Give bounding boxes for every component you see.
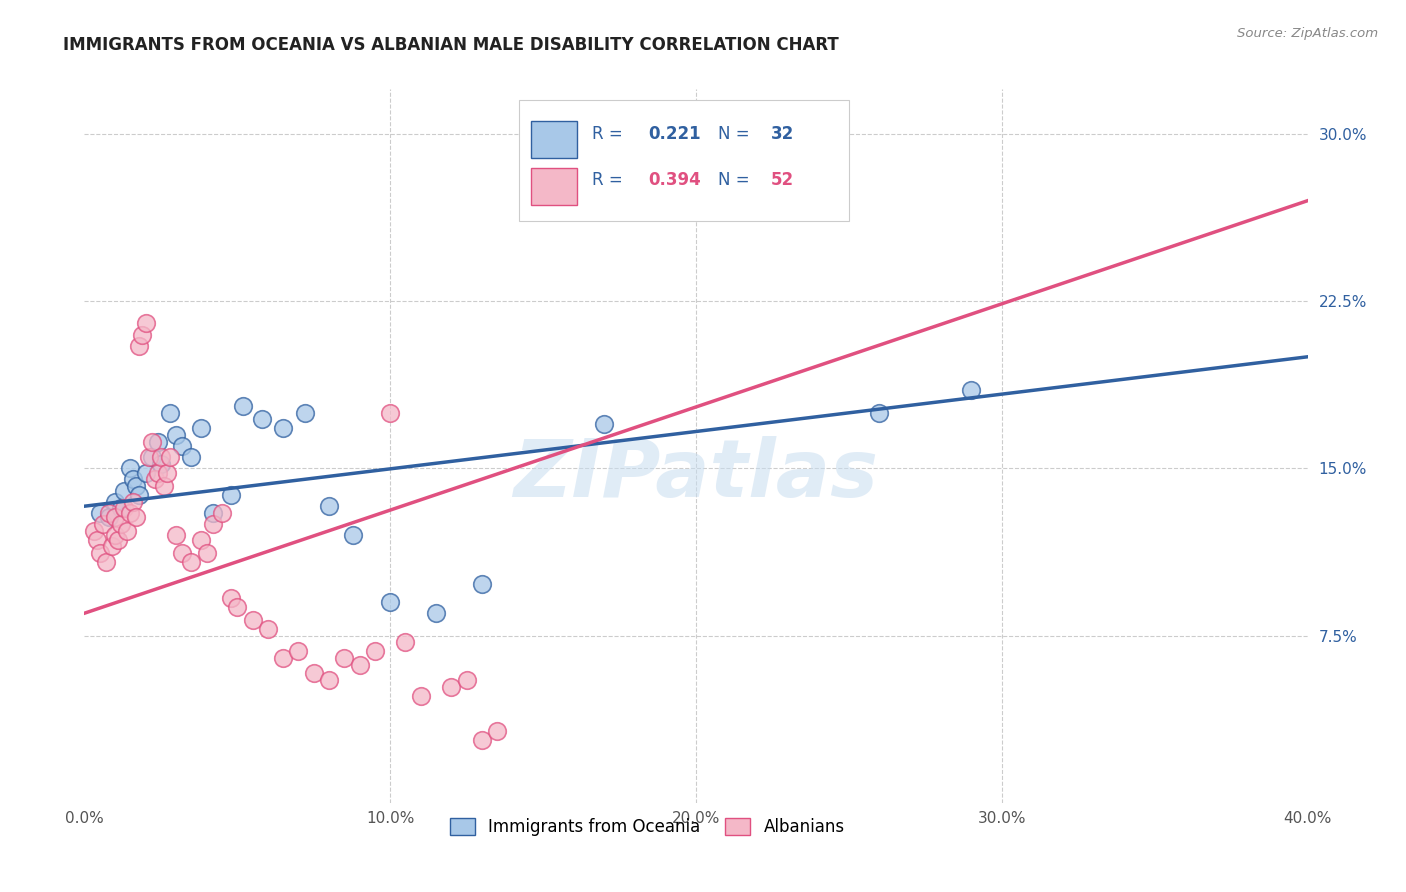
Point	[146, 434, 169, 449]
Point	[440, 680, 463, 694]
Point	[201, 516, 224, 531]
Point	[250, 412, 273, 426]
Point	[219, 591, 242, 605]
Text: 32: 32	[770, 125, 794, 143]
Text: N =: N =	[718, 125, 755, 143]
Point	[486, 724, 509, 739]
Point	[302, 666, 325, 681]
Point	[211, 506, 233, 520]
Point	[960, 384, 983, 398]
Point	[91, 516, 114, 531]
Text: ZIPatlas: ZIPatlas	[513, 435, 879, 514]
Point	[112, 483, 135, 498]
FancyBboxPatch shape	[531, 168, 578, 205]
Point	[165, 427, 187, 442]
Point	[156, 466, 179, 480]
Point	[180, 450, 202, 464]
Point	[101, 539, 124, 553]
Point	[271, 421, 294, 435]
FancyBboxPatch shape	[519, 100, 849, 221]
Point	[593, 417, 616, 431]
Point	[342, 528, 364, 542]
Point	[115, 524, 138, 538]
Point	[364, 644, 387, 658]
Point	[104, 510, 127, 524]
Point	[190, 533, 212, 547]
Point	[195, 546, 218, 560]
Point	[180, 555, 202, 569]
Point	[86, 533, 108, 547]
Point	[394, 635, 416, 649]
Point	[318, 499, 340, 513]
Point	[83, 524, 105, 538]
Point	[380, 595, 402, 609]
Point	[318, 673, 340, 687]
Point	[242, 613, 264, 627]
Point	[89, 506, 111, 520]
Point	[112, 501, 135, 516]
Point	[425, 607, 447, 621]
Text: 0.394: 0.394	[648, 171, 702, 189]
Point	[138, 450, 160, 464]
Point	[409, 689, 432, 703]
Point	[271, 651, 294, 665]
Point	[380, 405, 402, 419]
Point	[159, 405, 181, 419]
Text: 0.221: 0.221	[648, 125, 700, 143]
Point	[94, 555, 117, 569]
Point	[125, 479, 148, 493]
Point	[97, 506, 120, 520]
Point	[869, 405, 891, 419]
Point	[128, 488, 150, 502]
Text: Source: ZipAtlas.com: Source: ZipAtlas.com	[1237, 27, 1378, 40]
Point	[471, 733, 494, 747]
Point	[201, 506, 224, 520]
Text: R =: R =	[592, 125, 628, 143]
Point	[89, 546, 111, 560]
Point	[110, 516, 132, 531]
Point	[120, 461, 142, 475]
Point	[165, 528, 187, 542]
Point	[149, 450, 172, 464]
Point	[120, 506, 142, 520]
Text: IMMIGRANTS FROM OCEANIA VS ALBANIAN MALE DISABILITY CORRELATION CHART: IMMIGRANTS FROM OCEANIA VS ALBANIAN MALE…	[63, 36, 839, 54]
Point	[287, 644, 309, 658]
Text: R =: R =	[592, 171, 628, 189]
Point	[219, 488, 242, 502]
Text: 52: 52	[770, 171, 794, 189]
Point	[232, 399, 254, 413]
Point	[107, 533, 129, 547]
Point	[333, 651, 356, 665]
Point	[172, 546, 194, 560]
Point	[104, 494, 127, 508]
Point	[104, 528, 127, 542]
Point	[294, 405, 316, 419]
Point	[97, 510, 120, 524]
Legend: Immigrants from Oceania, Albanians: Immigrants from Oceania, Albanians	[441, 810, 853, 845]
Point	[190, 421, 212, 435]
Point	[456, 673, 478, 687]
Point	[110, 501, 132, 516]
Point	[122, 494, 145, 508]
Point	[159, 450, 181, 464]
Point	[135, 466, 157, 480]
Point	[172, 439, 194, 453]
FancyBboxPatch shape	[531, 121, 578, 159]
Point	[125, 510, 148, 524]
Point	[153, 479, 176, 493]
Point	[131, 327, 153, 342]
Point	[146, 466, 169, 480]
Point	[143, 473, 166, 487]
Point	[141, 434, 163, 449]
Point	[149, 457, 172, 471]
Point	[226, 599, 249, 614]
Point	[349, 657, 371, 672]
Point	[257, 622, 280, 636]
Point	[122, 473, 145, 487]
Point	[135, 316, 157, 330]
Point	[128, 338, 150, 352]
Text: N =: N =	[718, 171, 755, 189]
Point	[471, 577, 494, 591]
Point	[141, 450, 163, 464]
